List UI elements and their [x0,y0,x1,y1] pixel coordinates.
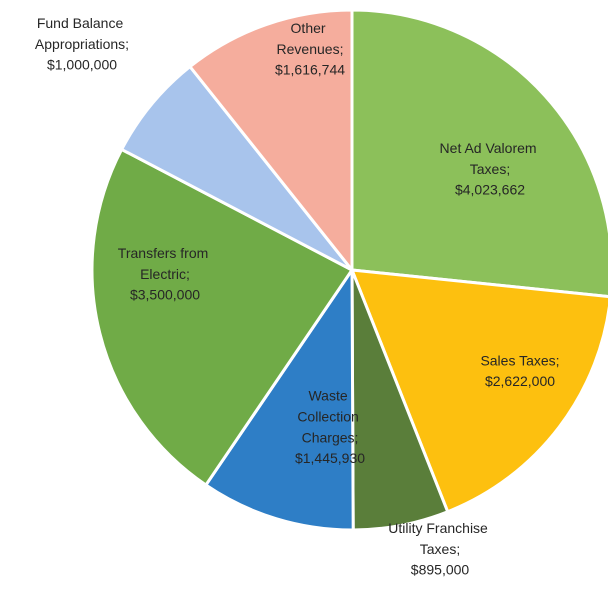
slice-label: Utility Franchise Taxes; [388,520,491,557]
slice-label-line: Fund Balance [37,15,127,31]
pie-slice [90,147,355,488]
pie-slice [187,8,354,275]
slice-label: Transfers from Electric; [118,245,212,282]
slice-label-line: Utility Franchise [388,520,491,536]
slice-value-label: $1,616,744 [275,62,345,78]
pie-slice [119,64,354,272]
slice-value-label: $3,500,000 [130,287,200,303]
slice-label-line: Charges; [302,429,359,445]
slice-value-label: $2,622,000 [485,373,555,389]
slice-label: Fund Balance Appropriations; [35,15,129,52]
slice-label-line: Net Ad Valorem [440,140,541,156]
slice-label-line: Other [291,20,330,36]
pie-slice [350,8,608,298]
slice-label-line: Transfers from [118,245,212,261]
slice-value-label: $4,023,662 [455,182,525,198]
slice-label-line: Collection [297,408,362,424]
slice-label-line: Taxes; [470,161,510,177]
slice-label-line: Electric; [140,266,190,282]
slice-value-label: $1,445,930 [295,450,365,466]
slice-value-label: $895,000 [411,562,470,578]
pie-slice [349,268,608,514]
slice-label-line: Sales Taxes; [480,352,559,368]
slice-label-line: Appropriations; [35,36,129,52]
slice-label: Net Ad Valorem Taxes; [440,140,541,177]
slice-label-line: Revenues; [277,41,344,57]
slice-value-label: $1,000,000 [47,57,117,73]
slice-label-line: Taxes; [420,541,460,557]
slice-label: Sales Taxes; [480,352,559,368]
pie-slice [203,265,355,532]
slice-label-line: Waste [308,387,351,403]
slice-label: Other Revenues; [277,20,344,57]
slice-label: Waste Collection Charges; [297,387,362,445]
